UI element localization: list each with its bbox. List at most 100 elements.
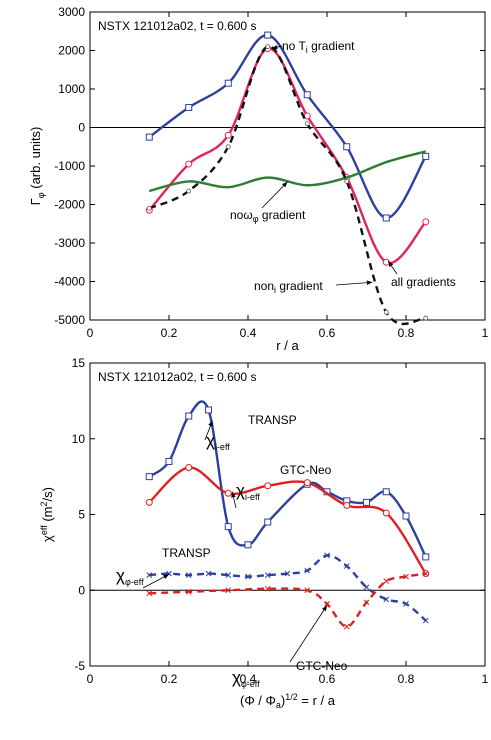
annotation-arrowhead: [163, 574, 169, 579]
data-point: [264, 31, 272, 39]
annotation-arrowhead: [281, 181, 288, 188]
data-point: [185, 572, 192, 578]
data-point: [363, 498, 370, 506]
annotation-arrow: [289, 605, 328, 663]
data-point: [244, 541, 252, 549]
data-point: [185, 103, 193, 111]
x-tick-label: 1: [482, 672, 489, 686]
data-point: [343, 563, 350, 569]
data-point: [383, 309, 389, 315]
data-point: [146, 572, 153, 578]
data-point: [185, 412, 193, 420]
data-point: [343, 623, 350, 630]
data-point: [382, 488, 390, 496]
y-tick-label: 3000: [58, 5, 85, 19]
x-tick-label: 0.6: [319, 326, 336, 340]
label-chi-phi-transp: χφ-eff: [116, 566, 144, 587]
data-point: [265, 44, 271, 50]
series-line: [148, 47, 427, 265]
x-tick-label: 0.4: [240, 326, 257, 340]
data-point: [403, 601, 409, 607]
series-3: [146, 552, 429, 624]
data-point: [145, 473, 153, 481]
data-point: [146, 205, 152, 211]
label-chi-phi-transp-sup: TRANSP: [162, 546, 211, 560]
x-tick-label: 0.4: [240, 672, 257, 686]
y-tick-label: -4000: [54, 275, 85, 289]
data-point: [284, 570, 291, 577]
data-point: [422, 617, 429, 624]
data-point: [264, 518, 272, 526]
y-tick-label: 2000: [58, 44, 85, 58]
data-point: [264, 585, 271, 592]
annotation-arrowhead: [271, 44, 278, 50]
y-tick-label: -3000: [54, 236, 85, 250]
data-point: [422, 553, 430, 561]
label-chi-phi-gtc-sup: GTC-Neo: [296, 659, 348, 673]
series-4: [146, 44, 429, 326]
x-tick-label: 0.2: [161, 672, 178, 686]
data-point: [245, 573, 251, 580]
data-point: [422, 152, 430, 160]
data-point: [145, 498, 153, 506]
panel-title: NSTX 121012a02, t = 0.600 s: [98, 370, 256, 384]
annotation-arrow: [335, 281, 373, 286]
y-tick-label: 0: [78, 583, 85, 597]
y-tick-label: -5000: [54, 313, 85, 327]
data-point: [422, 218, 430, 226]
data-point: [165, 457, 173, 465]
data-point: [304, 567, 311, 574]
data-point: [225, 144, 231, 150]
data-point: [145, 133, 153, 141]
data-point: [205, 570, 212, 577]
data-point: [185, 464, 193, 472]
data-point: [324, 552, 330, 559]
annotation-arrowhead: [231, 491, 236, 498]
data-point: [363, 599, 370, 606]
y-tick-label: 10: [72, 432, 86, 446]
data-point: [422, 570, 429, 577]
annotation-no-ti: no Ti gradient: [282, 39, 355, 55]
data-point: [224, 489, 232, 497]
data-point: [205, 406, 212, 414]
data-point: [344, 178, 350, 184]
data-point: [225, 572, 232, 578]
data-point: [303, 91, 311, 99]
x-tick-label: 0.8: [398, 672, 415, 686]
y-tick-label: 0: [78, 121, 85, 135]
label-chi-phi-gtc: χφ-eff: [232, 668, 260, 689]
label-chi-i-transp: χi-eff: [206, 431, 230, 452]
data-point: [402, 512, 410, 520]
annotation-arrowhead: [366, 280, 373, 286]
series-2: [145, 45, 430, 266]
y-tick-label: -2000: [54, 198, 85, 212]
data-point: [382, 214, 390, 222]
annotation-arrowhead: [322, 605, 327, 612]
annotation-arrow: [261, 181, 288, 209]
x-tick-label: 1: [482, 326, 489, 340]
y-tick-label: 15: [72, 356, 86, 370]
data-point: [224, 131, 232, 139]
data-point: [324, 601, 330, 607]
data-point: [304, 121, 310, 127]
annotation-no-omega: noωφ gradient: [230, 208, 306, 224]
x-tick-label: 0.2: [161, 326, 178, 340]
data-point: [343, 143, 351, 151]
y-tick-label: 5: [78, 508, 85, 522]
panel-title: NSTX 121012a02, t = 0.600 s: [98, 19, 256, 33]
label-chi-i-gtc-sup: GTC-Neo: [280, 463, 332, 477]
chart-panel-1: 0 0.2 0.4 0.6 0.8 1 3000 2000 1000 0 -1000 -2000 -30…: [54, 5, 488, 340]
x-tick-label: 0: [87, 326, 94, 340]
series-1: [145, 400, 430, 561]
data-point: [264, 482, 272, 490]
x-tick-label: 0: [87, 672, 94, 686]
y-axis-label: χeff (m2/s): [39, 487, 55, 542]
data-point: [264, 572, 271, 578]
data-point: [343, 501, 351, 509]
annotation-arrowhead: [208, 420, 213, 427]
annotation-no-ni: noni gradient: [254, 279, 323, 295]
data-point: [383, 596, 390, 603]
annotation-all-gradients: all gradients: [391, 275, 456, 289]
